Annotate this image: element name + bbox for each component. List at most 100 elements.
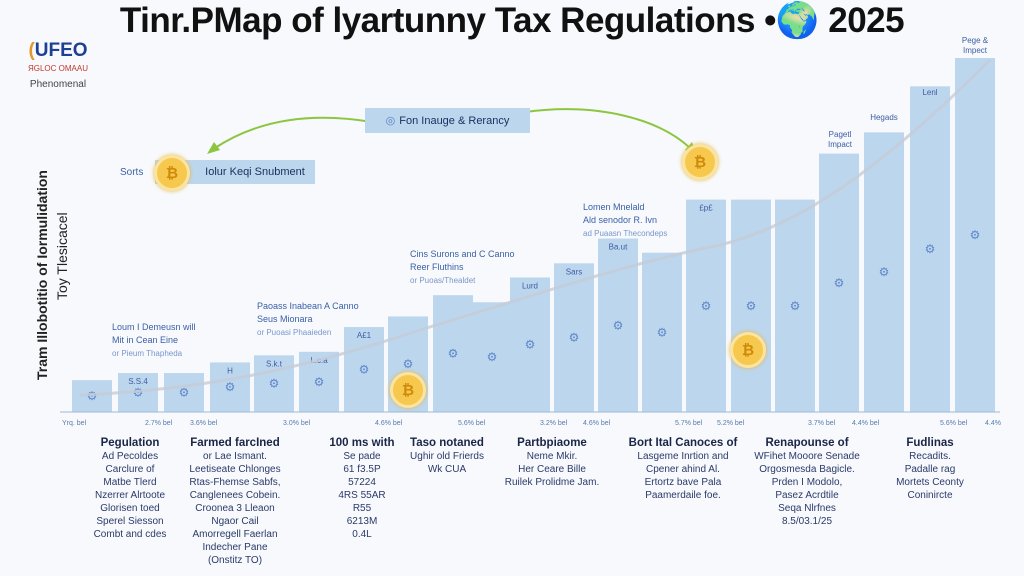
bar bbox=[686, 199, 726, 412]
bar-icon: ⚙ bbox=[525, 338, 536, 352]
column-heading: Partbpiaome bbox=[517, 437, 587, 449]
arrow-left-head bbox=[207, 142, 220, 154]
bar-icon: ⚙ bbox=[179, 386, 190, 400]
x-tick-label: 5.2% bel bbox=[717, 420, 745, 427]
column-line: 6213M bbox=[346, 516, 378, 527]
annotation: Paoass Inabean A Canno Seus Mionara or Puo… bbox=[257, 301, 359, 337]
column-heading: Farmed farcIned bbox=[190, 437, 280, 449]
x-tick-label: 3.6% bel bbox=[190, 420, 218, 427]
bar-icon: ⚙ bbox=[359, 363, 370, 377]
arrow-left bbox=[214, 116, 373, 149]
description-column: Taso notaned Ughir old Frierds Wk CUA bbox=[382, 437, 512, 476]
column-line: Ughir old Frierds bbox=[410, 451, 484, 462]
x-tick-label: 3.0% bel bbox=[283, 420, 311, 427]
bar-label: H bbox=[227, 366, 233, 375]
page-title: Tinr.PMap of lyartunny Tax Regulations •… bbox=[119, 1, 905, 40]
logo: (UFEO ЯGLOC OMAAU Phenomenal bbox=[18, 40, 98, 90]
x-tick-label: 3.2% bel bbox=[540, 420, 568, 427]
bitcoin-coin-icon: ₿ bbox=[730, 332, 766, 368]
bar-icon: ⚙ bbox=[701, 299, 712, 313]
annotation: Lomen Mnelald Ald senodor R. Ivn ad Puaasn… bbox=[583, 202, 668, 238]
bar-label: £p£ bbox=[699, 204, 713, 213]
column-line: Glorisen toed bbox=[100, 503, 160, 514]
x-tick-label: 4.6% bel bbox=[583, 420, 611, 427]
callout-center: ◎ Fon Inauge & Rerancy bbox=[365, 108, 530, 133]
trend-line bbox=[79, 58, 992, 397]
x-tick-label: 5.6% bel bbox=[940, 420, 968, 427]
bar-icon: ⚙ bbox=[314, 375, 325, 389]
top-label: Lenl bbox=[922, 88, 938, 97]
column-line: Ngaor Cail bbox=[211, 516, 259, 527]
x-tick-label: 4.4% bbox=[985, 420, 1001, 427]
column-line: Matbe Tlerd bbox=[103, 477, 157, 488]
column-line: Coninircte bbox=[907, 490, 953, 501]
bar-icon: ⚙ bbox=[879, 265, 890, 279]
column-heading: Renapounse of bbox=[765, 437, 849, 449]
bar bbox=[254, 355, 294, 412]
column-line: Recadits. bbox=[909, 451, 951, 462]
bar-icon: ⚙ bbox=[569, 331, 580, 345]
column-heading: 100 ms with bbox=[329, 437, 395, 449]
x-tick-label: 4.6% bel bbox=[375, 420, 403, 427]
bar-icon: ⚙ bbox=[746, 299, 757, 313]
column-heading: Bort Ital Canoces of bbox=[628, 437, 738, 449]
column-line: WFihet Mooore Senade bbox=[754, 451, 860, 462]
column-line: Ad Pecoldes bbox=[101, 451, 159, 462]
bar-label: A£1 bbox=[357, 331, 372, 340]
bar-label: Ba.ut bbox=[609, 243, 628, 252]
x-tick-label: 5.6% bel bbox=[458, 420, 486, 427]
bar-icon: ⚙ bbox=[834, 276, 845, 290]
bar bbox=[164, 373, 204, 412]
bar bbox=[344, 327, 384, 412]
bar bbox=[472, 302, 512, 412]
bar-icon: ⚙ bbox=[790, 299, 801, 313]
annotation: Loum I Demeusn will Mit in Cean Eine or Pi… bbox=[112, 322, 196, 358]
column-line: Rtas-Fhemse Sabfs, bbox=[189, 477, 281, 488]
bitcoin-coin-icon: ₿ bbox=[154, 155, 190, 191]
fingerprint-icon: ◎ bbox=[385, 115, 396, 127]
description-column: Farmed farcIned or Lae Ismant. Leetiseate … bbox=[170, 437, 300, 567]
description-column: Fudlinas Recadits. Padalle rag Mortets Ceon… bbox=[865, 437, 995, 502]
column-line: 4RS 55AR bbox=[338, 490, 386, 501]
column-line: Indecher Pane bbox=[202, 542, 268, 553]
description-column: Pegulation Ad Pecoldes Carclure of Matbe Tl… bbox=[65, 437, 195, 541]
bar bbox=[210, 362, 250, 412]
column-line: Padalle rag bbox=[904, 464, 956, 475]
bar-icon: ⚙ bbox=[87, 389, 98, 403]
column-line: Her Ceare Bille bbox=[518, 464, 586, 475]
column-line: Seqa Nlrfnes bbox=[778, 503, 836, 514]
bar-icon: ⚙ bbox=[225, 380, 236, 394]
logo-subtitle: ЯGLOC OMAAU bbox=[27, 64, 88, 73]
bar bbox=[864, 132, 904, 412]
logo-tagline: Phenomenal bbox=[29, 79, 87, 90]
bar-icon: ⚙ bbox=[403, 357, 414, 371]
column-line: R55 bbox=[352, 503, 372, 514]
column-line: Mortets Ceonty bbox=[896, 477, 964, 488]
column-line: 0.4L bbox=[352, 529, 372, 540]
column-line: Se pade bbox=[343, 451, 381, 462]
column-line: Combt and cdes bbox=[93, 529, 167, 540]
top-label: Pege & Impect bbox=[961, 36, 989, 55]
bar-icon: ⚙ bbox=[613, 318, 624, 332]
bar-icon: ⚙ bbox=[448, 347, 459, 361]
bar-icon: ⚙ bbox=[970, 228, 981, 242]
x-tick-label: 3.7% bel bbox=[808, 420, 836, 427]
bar-icon: ⚙ bbox=[269, 377, 280, 391]
column-line: 8.5/03.1/25 bbox=[781, 516, 833, 527]
bitcoin-coin-icon: ₿ bbox=[682, 144, 718, 180]
column-line: Pasez Acrdtile bbox=[775, 490, 839, 501]
column-line: Cpener ahind Al. bbox=[646, 464, 720, 475]
bar-icon: ⚙ bbox=[657, 325, 668, 339]
bar-label: S.S.4 bbox=[128, 377, 148, 386]
bar bbox=[955, 58, 995, 412]
bar-icon: ⚙ bbox=[925, 242, 936, 256]
bar bbox=[642, 252, 682, 412]
x-tick-label: 5.7% bel bbox=[675, 420, 703, 427]
bar-label: Lurd bbox=[522, 281, 538, 290]
column-heading: Fudlinas bbox=[906, 437, 954, 449]
column-line: 61 f3.5P bbox=[343, 464, 381, 475]
column-line: Ertortz bave Pala bbox=[644, 477, 722, 488]
column-line: 57224 bbox=[348, 477, 376, 488]
bar-label: S.k.t bbox=[266, 359, 283, 368]
